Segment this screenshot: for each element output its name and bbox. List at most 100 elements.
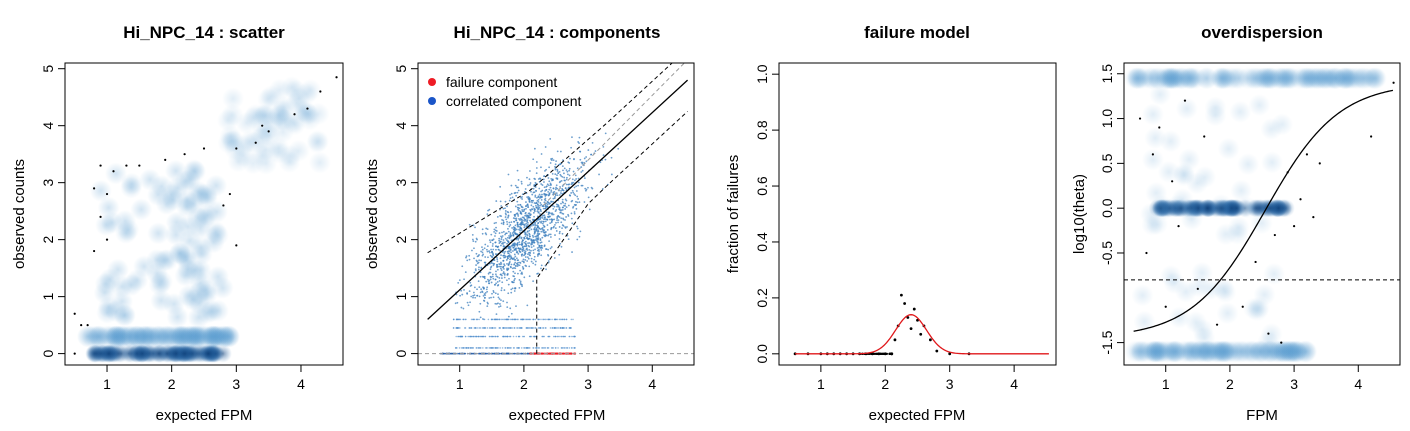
correlated-point <box>526 260 529 262</box>
correlated-point <box>479 302 482 305</box>
band-point <box>532 347 534 349</box>
correlated-point <box>491 250 493 253</box>
density-blob <box>150 270 173 293</box>
correlated-point <box>513 244 516 247</box>
correlated-point <box>494 278 497 281</box>
correlated-point <box>457 281 460 284</box>
correlated-point <box>495 230 498 232</box>
correlated-point <box>507 264 510 267</box>
band-point <box>555 347 557 349</box>
band-point <box>553 327 555 329</box>
correlated-point <box>567 161 570 164</box>
band-point <box>511 327 513 329</box>
correlated-point <box>539 213 541 215</box>
density-blob <box>1179 340 1202 363</box>
correlated-point <box>498 239 501 242</box>
correlated-point <box>472 291 475 294</box>
y-tick-label: 0 <box>393 350 409 358</box>
correlated-point <box>486 290 489 293</box>
correlated-point <box>508 236 511 239</box>
correlated-point <box>558 238 561 240</box>
correlated-point <box>497 296 500 299</box>
correlated-point <box>578 235 581 238</box>
correlated-point <box>558 208 561 211</box>
band-point <box>470 327 473 329</box>
correlated-point <box>556 168 559 171</box>
correlated-point <box>526 217 529 220</box>
correlated-point <box>534 226 536 229</box>
correlated-point <box>573 186 576 189</box>
band-point <box>554 335 556 338</box>
data-point <box>1183 99 1187 102</box>
band-point <box>486 327 489 329</box>
correlated-point <box>517 204 520 206</box>
band-point <box>478 347 480 349</box>
correlated-point <box>573 203 576 206</box>
correlated-point <box>490 248 492 251</box>
correlated-point <box>536 210 539 213</box>
band-point <box>463 318 465 321</box>
density-blob <box>175 344 194 363</box>
correlated-point <box>528 242 531 244</box>
correlated-point <box>499 273 502 276</box>
band-point <box>537 318 539 321</box>
correlated-point <box>532 205 535 208</box>
band-point <box>477 335 480 338</box>
correlated-point <box>505 239 508 241</box>
density-blob <box>1364 67 1387 90</box>
correlated-point <box>470 295 473 298</box>
correlated-point <box>542 205 545 208</box>
density-blob <box>1280 67 1303 90</box>
correlated-point <box>483 275 486 278</box>
density-blob <box>155 192 178 215</box>
correlated-point <box>506 267 508 270</box>
correlated-point <box>510 249 512 251</box>
correlated-point <box>504 250 507 253</box>
density-blob <box>1248 67 1271 90</box>
correlated-point <box>512 217 515 219</box>
correlated-point <box>478 259 481 262</box>
y-tick-label: 2 <box>393 236 409 244</box>
correlated-point <box>560 202 562 205</box>
correlated-point <box>562 189 565 192</box>
correlated-point <box>466 292 469 295</box>
density-blob <box>222 87 245 110</box>
band-point <box>544 318 547 321</box>
correlated-point <box>537 235 539 237</box>
plot-frame <box>417 62 695 366</box>
correlated-point <box>575 207 578 210</box>
correlated-point <box>520 182 523 185</box>
correlated-point <box>575 200 577 203</box>
correlated-point <box>505 218 508 221</box>
correlated-point <box>533 255 536 258</box>
density-blob <box>76 325 99 348</box>
data-point <box>883 352 887 356</box>
correlated-point <box>552 207 555 210</box>
correlated-point <box>506 269 509 272</box>
correlated-point <box>504 200 507 203</box>
density-blob <box>1149 83 1172 106</box>
correlated-point <box>540 254 543 257</box>
correlated-point <box>522 239 524 242</box>
band-point <box>491 335 494 338</box>
band-point <box>488 347 491 349</box>
data-point <box>222 204 225 207</box>
data-point <box>228 192 231 196</box>
correlated-point <box>521 229 523 232</box>
correlated-point <box>518 264 521 267</box>
correlated-point <box>513 279 516 282</box>
correlated-point <box>463 289 465 291</box>
correlated-point <box>529 252 532 254</box>
correlated-point <box>490 262 493 265</box>
correlated-point <box>557 221 559 224</box>
correlated-point <box>568 174 571 177</box>
data-point <box>893 338 897 342</box>
correlated-point <box>530 246 533 249</box>
data-point <box>1145 251 1148 255</box>
x-tick-label: 3 <box>1290 376 1298 392</box>
correlated-point <box>488 279 491 282</box>
density-blob <box>1194 166 1217 189</box>
correlated-point <box>553 225 555 228</box>
data-point <box>871 352 874 356</box>
band-point <box>494 327 497 329</box>
